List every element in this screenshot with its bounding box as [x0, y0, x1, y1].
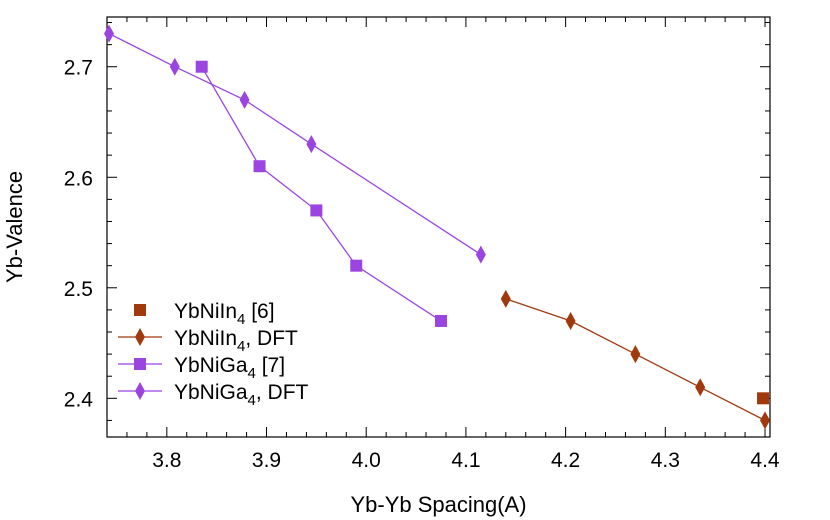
y-tick-label: 2.6 — [64, 167, 93, 190]
legend-item: YbNiIn4 [6] — [134, 300, 275, 328]
x-tick-label: 3.8 — [152, 449, 181, 472]
data-point — [630, 345, 641, 364]
legend-marker — [135, 328, 145, 346]
x-tick-label: 4.3 — [651, 449, 680, 472]
y-axis-title: Yb-Valence — [2, 171, 27, 283]
series-2 — [195, 60, 447, 327]
legend-label: YbNiIn4 [6] — [174, 300, 275, 328]
data-point — [195, 60, 208, 73]
y-tick-label: 2.7 — [64, 57, 93, 80]
x-tick-label: 4.2 — [551, 449, 580, 472]
x-axis-ticks: 3.8 3.9 4.0 4.1 4.2 4.3 4.4 — [106, 17, 780, 472]
data-point — [350, 259, 363, 272]
y-axis-ticks: 2.4 2.5 2.6 2.7 — [64, 22, 770, 421]
series-1 — [500, 289, 771, 430]
data-point — [434, 314, 447, 327]
y-tick-label: 2.5 — [64, 278, 93, 301]
legend-item: YbNiIn4, DFT — [118, 327, 298, 355]
series-3 — [103, 24, 486, 264]
legend-marker — [134, 358, 146, 370]
legend-item: YbNiGa4, DFT — [118, 381, 309, 409]
legend-label: YbNiGa4, DFT — [174, 381, 309, 409]
series-line — [108, 33, 482, 256]
x-tick-label: 4.0 — [352, 449, 381, 472]
y-tick-label: 2.4 — [64, 388, 94, 411]
data-point — [757, 392, 770, 405]
legend-marker — [134, 304, 146, 316]
data-point — [500, 289, 511, 308]
data-point — [306, 135, 317, 154]
x-tick-label: 4.4 — [750, 449, 780, 472]
data-point — [565, 311, 576, 330]
x-tick-label: 4.1 — [451, 449, 480, 472]
data-point — [239, 90, 250, 109]
plot-border — [106, 16, 771, 438]
data-point — [760, 411, 771, 430]
series-layer — [103, 24, 771, 430]
x-axis-title: Yb-Yb Spacing(A) — [350, 492, 526, 517]
data-point — [475, 245, 486, 264]
series-line — [201, 66, 442, 322]
plot-frame — [106, 16, 771, 438]
data-point — [169, 57, 180, 76]
legend-label: YbNiIn4, DFT — [174, 327, 298, 355]
data-point — [103, 24, 114, 43]
legend-label: YbNiGa4 [7] — [174, 354, 285, 382]
data-point — [253, 160, 266, 173]
data-point — [695, 378, 706, 397]
legend-item: YbNiGa4 [7] — [118, 354, 285, 382]
legend-marker — [135, 382, 145, 400]
series-0 — [757, 392, 770, 405]
x-tick-label: 3.9 — [252, 449, 281, 472]
data-point — [310, 204, 323, 217]
